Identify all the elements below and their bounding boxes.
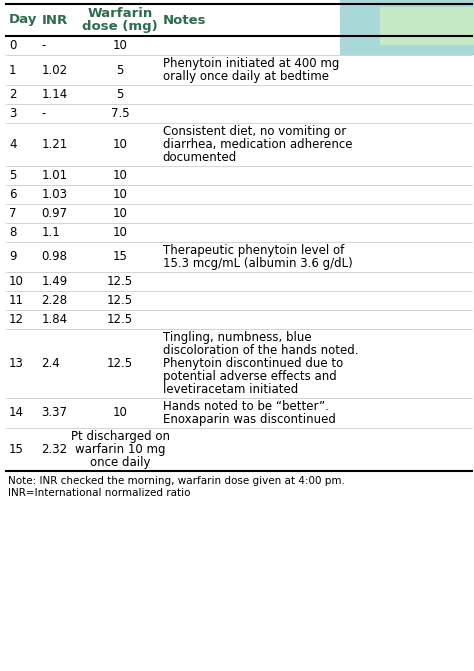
Text: 5: 5 bbox=[117, 88, 124, 101]
Text: levetiracetam initiated: levetiracetam initiated bbox=[163, 383, 298, 396]
Text: 11: 11 bbox=[9, 294, 24, 307]
Text: 2.28: 2.28 bbox=[42, 294, 68, 307]
Text: 6: 6 bbox=[9, 188, 17, 201]
Text: dose (mg): dose (mg) bbox=[82, 20, 158, 33]
Text: documented: documented bbox=[163, 151, 237, 164]
Text: 10: 10 bbox=[113, 207, 128, 220]
Text: 0: 0 bbox=[9, 39, 17, 52]
Text: 7.5: 7.5 bbox=[111, 107, 129, 120]
Text: 9: 9 bbox=[9, 250, 17, 264]
Text: Consistent diet, no vomiting or: Consistent diet, no vomiting or bbox=[163, 125, 346, 138]
Text: -: - bbox=[42, 39, 46, 52]
Text: 15.3 mcg/mL (albumin 3.6 g/dL): 15.3 mcg/mL (albumin 3.6 g/dL) bbox=[163, 257, 353, 270]
Text: 1.84: 1.84 bbox=[42, 313, 68, 326]
Text: once daily: once daily bbox=[90, 456, 150, 469]
Text: 3: 3 bbox=[9, 107, 17, 120]
Text: 1.1: 1.1 bbox=[42, 226, 60, 239]
Text: 0.97: 0.97 bbox=[42, 207, 68, 220]
Text: Phenytoin initiated at 400 mg: Phenytoin initiated at 400 mg bbox=[163, 57, 339, 70]
Text: diarrhea, medication adherence: diarrhea, medication adherence bbox=[163, 138, 352, 151]
Text: Day: Day bbox=[9, 13, 37, 26]
Text: orally once daily at bedtime: orally once daily at bedtime bbox=[163, 70, 329, 83]
Text: 2.32: 2.32 bbox=[42, 443, 68, 456]
Text: 1.03: 1.03 bbox=[42, 188, 68, 201]
Text: 5: 5 bbox=[117, 64, 124, 76]
Text: INR=International normalized ratio: INR=International normalized ratio bbox=[8, 488, 191, 499]
Text: 8: 8 bbox=[9, 226, 17, 239]
Text: 1.49: 1.49 bbox=[42, 275, 68, 288]
Bar bbox=[340, 0, 474, 55]
Text: 12.5: 12.5 bbox=[107, 357, 133, 370]
Text: 10: 10 bbox=[113, 169, 128, 182]
Text: 10: 10 bbox=[9, 275, 24, 288]
Text: INR: INR bbox=[42, 13, 68, 26]
Text: 5: 5 bbox=[9, 169, 17, 182]
Text: 14: 14 bbox=[9, 407, 24, 419]
Text: 10: 10 bbox=[113, 188, 128, 201]
Text: Notes: Notes bbox=[163, 13, 206, 26]
Text: discoloration of the hands noted.: discoloration of the hands noted. bbox=[163, 344, 358, 357]
Text: Pt discharged on: Pt discharged on bbox=[71, 430, 170, 443]
Text: warfarin 10 mg: warfarin 10 mg bbox=[75, 443, 165, 456]
Text: Note: INR checked the morning, warfarin dose given at 4:00 pm.: Note: INR checked the morning, warfarin … bbox=[8, 476, 345, 486]
Text: 12.5: 12.5 bbox=[107, 275, 133, 288]
Text: 4: 4 bbox=[9, 138, 17, 151]
Text: 10: 10 bbox=[113, 39, 128, 52]
Text: Therapeutic phenytoin level of: Therapeutic phenytoin level of bbox=[163, 244, 344, 257]
Text: 15: 15 bbox=[113, 250, 128, 264]
Text: potential adverse effects and: potential adverse effects and bbox=[163, 370, 337, 383]
Text: Warfarin: Warfarin bbox=[88, 7, 153, 20]
Text: 1: 1 bbox=[9, 64, 17, 76]
Text: 3.37: 3.37 bbox=[42, 407, 68, 419]
Text: 10: 10 bbox=[113, 407, 128, 419]
Text: 10: 10 bbox=[113, 226, 128, 239]
Text: 1.01: 1.01 bbox=[42, 169, 68, 182]
Text: 12.5: 12.5 bbox=[107, 313, 133, 326]
Text: 1.21: 1.21 bbox=[42, 138, 68, 151]
Text: Phenytoin discontinued due to: Phenytoin discontinued due to bbox=[163, 357, 343, 370]
Text: 1.02: 1.02 bbox=[42, 64, 68, 76]
Text: 2.4: 2.4 bbox=[42, 357, 60, 370]
Text: 1.14: 1.14 bbox=[42, 88, 68, 101]
Text: -: - bbox=[42, 107, 46, 120]
Text: 15: 15 bbox=[9, 443, 24, 456]
Text: Tingling, numbness, blue: Tingling, numbness, blue bbox=[163, 331, 311, 344]
Text: Enoxaparin was discontinued: Enoxaparin was discontinued bbox=[163, 413, 336, 426]
Text: 12: 12 bbox=[9, 313, 24, 326]
Text: 12.5: 12.5 bbox=[107, 294, 133, 307]
Text: 2: 2 bbox=[9, 88, 17, 101]
Text: Hands noted to be “better”.: Hands noted to be “better”. bbox=[163, 400, 328, 413]
Text: 10: 10 bbox=[113, 138, 128, 151]
Text: 13: 13 bbox=[9, 357, 24, 370]
Text: 0.98: 0.98 bbox=[42, 250, 68, 264]
Text: 7: 7 bbox=[9, 207, 17, 220]
Bar bbox=[380, 7, 474, 45]
